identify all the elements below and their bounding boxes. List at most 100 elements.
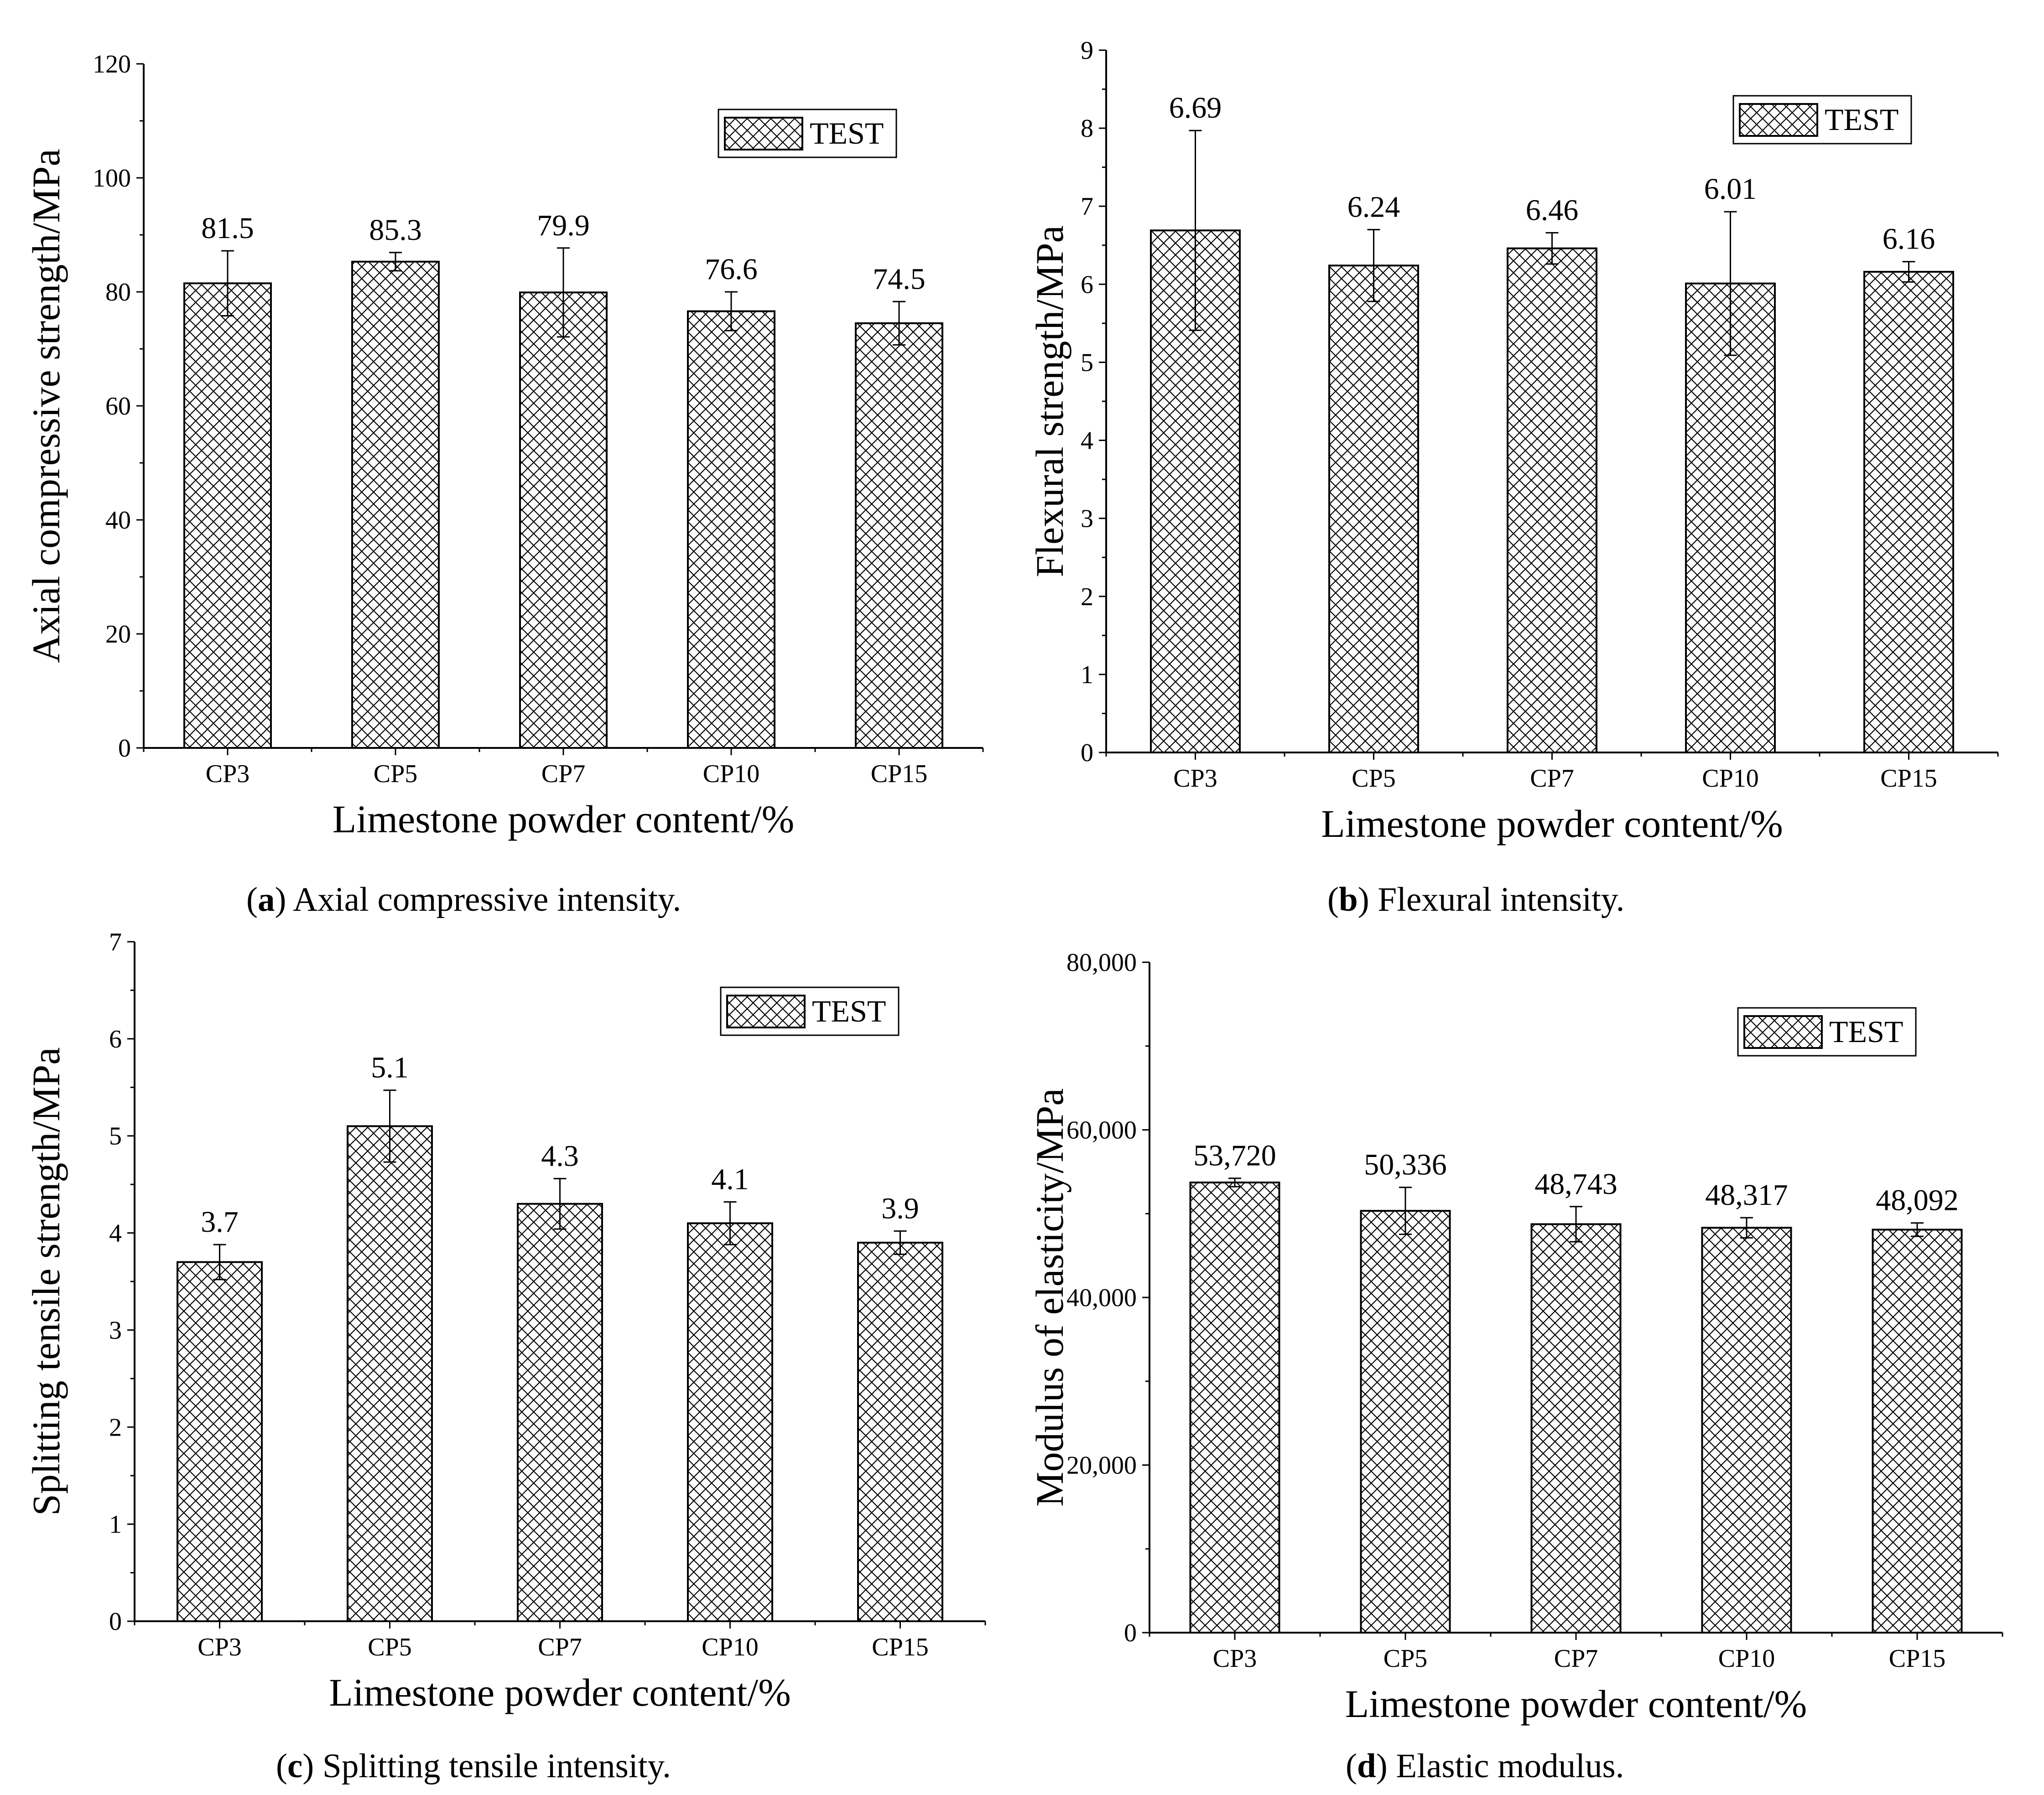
bar-c-4 — [857, 1241, 943, 1622]
x-axis-label-d: Limestone powder content/% — [1345, 1682, 1807, 1726]
error-bar-a-3 — [725, 291, 738, 332]
y-tick-label-b-2: 2 — [1081, 583, 1093, 611]
data-label-d-0: 53,720 — [1193, 1139, 1276, 1172]
data-label-c-1: 5.1 — [371, 1051, 409, 1084]
y-tick-label-a-4: 80 — [105, 278, 131, 306]
panel-d: 53,720 50,336 48,743 48,317 48,092 0 20,000 40,… — [1004, 926, 2044, 1747]
bar-b-3 — [1685, 282, 1776, 753]
x-tick-label-d-2: CP7 — [1554, 1645, 1598, 1673]
data-label-d-4: 48,092 — [1876, 1184, 1959, 1217]
legend-swatch-d — [1743, 1015, 1823, 1049]
data-label-a-4: 74.5 — [873, 262, 926, 296]
y-tick-label-b-9: 9 — [1081, 36, 1093, 65]
x-tick-label-a-0: CP3 — [206, 760, 250, 788]
caption-a-text: ) Axial compressive intensity. — [275, 881, 681, 918]
error-bar-b-1 — [1367, 229, 1380, 302]
x-tick-label-c-3: CP10 — [702, 1633, 759, 1661]
caption-c: (c) Splitting tensile intensity. — [276, 1747, 671, 1786]
x-tick-label-d-1: CP5 — [1383, 1645, 1428, 1673]
bar-a-1 — [351, 260, 440, 749]
legend-label-b: TEST — [1825, 102, 1898, 137]
legend-swatch-c — [726, 995, 806, 1028]
y-tick-label-c-1: 1 — [109, 1510, 122, 1539]
error-bar-c-1 — [383, 1089, 396, 1163]
legend-swatch-a — [724, 117, 803, 150]
x-tick-label-c-4: CP15 — [872, 1633, 929, 1661]
caption-b-letter: b — [1338, 881, 1358, 918]
bar-b-2 — [1507, 247, 1597, 753]
y-tick-label-c-6: 6 — [109, 1025, 122, 1053]
bar-c-1 — [347, 1125, 433, 1622]
bar-a-4 — [855, 322, 943, 749]
x-axis-label-b: Limestone powder content/% — [1321, 802, 1783, 846]
caption-b-text: ) Flexural intensity. — [1357, 881, 1625, 918]
data-label-b-3: 6.01 — [1704, 172, 1757, 206]
bar-d-1 — [1360, 1210, 1451, 1634]
y-tick-label-b-6: 6 — [1081, 270, 1093, 299]
y-tick-label-c-0: 0 — [109, 1608, 122, 1636]
caption-d: (d) Elastic modulus. — [1346, 1747, 1624, 1786]
y-axis-label-b: Flexural strength/MPa — [1028, 225, 1071, 577]
data-label-d-2: 48,743 — [1534, 1167, 1618, 1201]
data-label-c-3: 4.1 — [711, 1162, 749, 1196]
x-tick-label-c-2: CP7 — [538, 1633, 582, 1661]
bar-c-0 — [177, 1261, 263, 1622]
error-bar-b-2 — [1545, 232, 1559, 265]
y-axis-label-d: Modulus of elasticity/MPa — [1028, 1088, 1071, 1506]
caption-a-letter: a — [257, 881, 275, 918]
x-tick-label-c-0: CP3 — [198, 1633, 242, 1661]
error-bar-c-0 — [213, 1244, 226, 1281]
data-label-d-3: 48,317 — [1705, 1178, 1788, 1212]
error-bar-d-0 — [1228, 1178, 1241, 1188]
y-tick-label-b-0: 0 — [1081, 739, 1093, 767]
y-tick-label-b-1: 1 — [1081, 661, 1093, 689]
y-tick-label-a-6: 120 — [93, 50, 131, 78]
x-tick-label-a-4: CP15 — [871, 760, 928, 788]
x-tick-label-a-2: CP7 — [541, 760, 586, 788]
y-axis-label-c: Splitting tensile strength/MPa — [24, 1047, 68, 1515]
data-label-a-0: 81.5 — [201, 212, 254, 245]
y-tick-label-b-7: 7 — [1081, 192, 1093, 221]
y-tick-label-d-1: 20,000 — [1066, 1452, 1137, 1480]
data-label-b-0: 6.69 — [1169, 91, 1222, 125]
legend-a: TEST — [718, 109, 897, 158]
y-tick-label-c-2: 2 — [109, 1413, 122, 1442]
bar-a-3 — [687, 310, 775, 749]
chart-d: 53,720 50,336 48,743 48,317 48,092 0 20,000 40,… — [1028, 949, 2003, 1726]
chart-a: 81.5 85.3 79.9 76.6 74.5 0 20 40 60 80 100 120 CP3 CP… — [24, 50, 984, 841]
error-bar-d-2 — [1570, 1206, 1582, 1243]
x-tick-label-b-0: CP3 — [1173, 764, 1217, 793]
caption-d-letter: d — [1357, 1747, 1376, 1785]
y-tick-label-d-4: 80,000 — [1066, 949, 1137, 977]
error-bar-d-4 — [1911, 1222, 1924, 1237]
error-bar-d-3 — [1740, 1217, 1753, 1239]
y-tick-label-c-4: 4 — [109, 1219, 122, 1248]
x-axis-label-a: Limestone powder content/% — [333, 797, 795, 841]
data-label-b-4: 6.16 — [1883, 223, 1935, 256]
panel-a: 81.5 85.3 79.9 76.6 74.5 0 20 40 60 80 100 120 CP3 CP… — [0, 0, 1004, 853]
data-label-d-1: 50,336 — [1364, 1148, 1447, 1182]
data-label-b-1: 6.24 — [1347, 191, 1400, 224]
caption-b: (b) Flexural intensity. — [1327, 880, 1624, 919]
error-bar-d-1 — [1399, 1187, 1412, 1235]
legend-label-c: TEST — [812, 994, 886, 1028]
bar-d-3 — [1701, 1227, 1792, 1634]
x-tick-label-b-2: CP7 — [1530, 764, 1574, 793]
x-tick-label-d-4: CP15 — [1889, 1645, 1946, 1673]
caption-a: (a) Axial compressive intensity. — [246, 880, 681, 919]
legend-label-d: TEST — [1829, 1014, 1903, 1049]
error-bar-b-3 — [1724, 211, 1737, 356]
x-tick-label-a-1: CP5 — [374, 760, 418, 788]
y-tick-label-d-3: 60,000 — [1066, 1116, 1137, 1145]
x-tick-label-b-4: CP15 — [1880, 764, 1937, 793]
x-tick-label-b-3: CP10 — [1702, 764, 1759, 793]
error-bar-b-0 — [1189, 130, 1202, 331]
bar-b-4 — [1863, 270, 1954, 753]
bar-d-0 — [1189, 1181, 1280, 1634]
panel-c: 3.7 5.1 4.3 4.1 3.9 0 1 2 3 4 5 6 7 CP3 CP5 CP7 CP10 CP15… — [0, 926, 1004, 1747]
bar-d-4 — [1872, 1229, 1963, 1634]
x-tick-label-d-0: CP3 — [1213, 1645, 1257, 1673]
y-tick-label-b-8: 8 — [1081, 114, 1093, 143]
caption-b-open: ( — [1327, 881, 1339, 918]
y-axis-label-a: Axial compressive strength/MPa — [24, 149, 68, 663]
